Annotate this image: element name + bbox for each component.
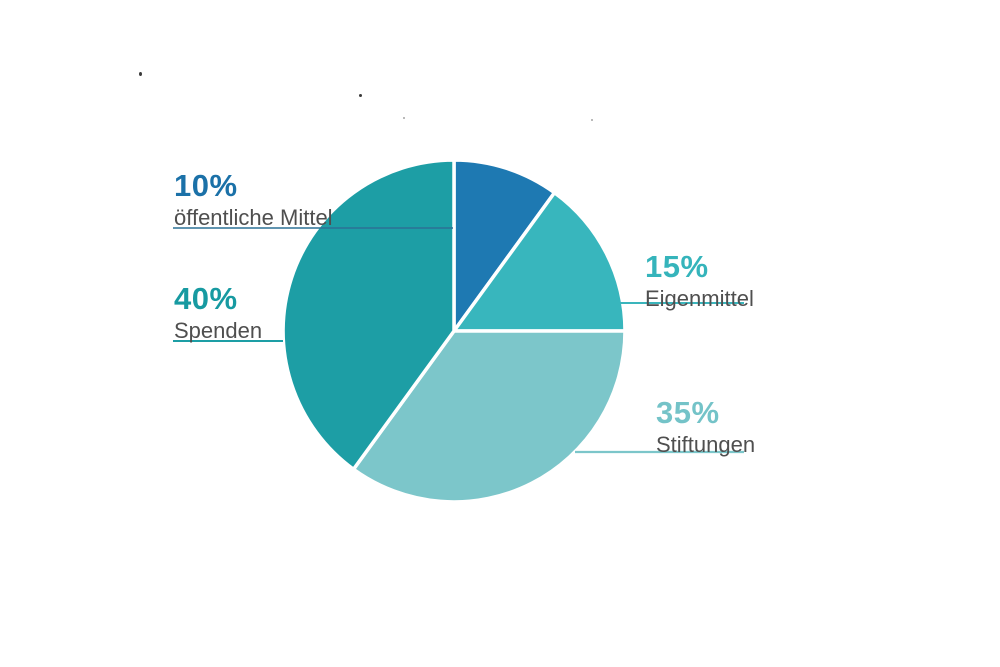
- slice-percentage-label: 15%: [645, 249, 709, 284]
- slice-name-label: öffentliche Mittel: [174, 205, 333, 230]
- callout-stiftungen: 35% Stiftungen: [656, 397, 755, 458]
- callout-spenden: 40% Spenden: [174, 283, 262, 344]
- pie-slice-stiftungen: [351, 329, 627, 504]
- slice-percentage-label: 35%: [656, 395, 720, 430]
- slice-name-label: Eigenmittel: [645, 286, 754, 311]
- slice-percentage-label: 10%: [174, 168, 238, 203]
- callout-eigenmittel: 15% Eigenmittel: [645, 251, 754, 312]
- pie-slice-oeffentliche-mittel: [452, 158, 557, 337]
- slice-percentage-label: 40%: [174, 281, 238, 316]
- artifact-speck: [591, 119, 593, 121]
- artifact-speck: [403, 117, 405, 119]
- slice-name-label: Stiftungen: [656, 432, 756, 457]
- callout-oeffentliche-mittel: 10% öffentliche Mittel: [174, 170, 333, 231]
- artifact-speck: [139, 72, 142, 76]
- pie-slice-spenden: [281, 158, 456, 472]
- slice-name-label: Spenden: [174, 318, 263, 343]
- artifact-speck: [359, 94, 362, 97]
- pie-slice-eigenmittel: [450, 190, 627, 333]
